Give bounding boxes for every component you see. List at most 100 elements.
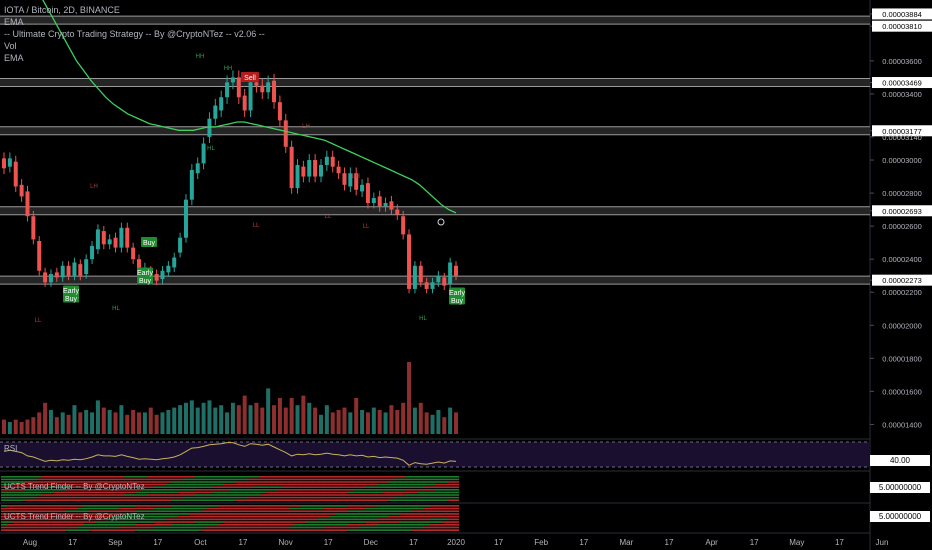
rsi-label[interactable]: RSI [4,444,18,453]
trend-cell [200,486,207,488]
trend-cell [241,489,248,491]
trend-cell [317,523,325,526]
trend-cell [241,510,248,513]
trend-cell [36,481,43,483]
trend-cell [441,478,448,481]
trend-cell [147,476,154,478]
trend-cell [400,526,407,529]
pivot-label: HH [224,66,233,72]
trend-cell [300,529,307,531]
trend-cell [94,494,102,496]
trend-cell [6,499,14,501]
candle-body [412,265,417,289]
trend-cell [276,518,284,521]
trend-cell [71,526,78,529]
price-axis[interactable]: 0.000038840.000038100.000036000.00003469… [870,8,932,429]
trend-cell [265,486,272,488]
trend-cell [30,515,37,518]
trend-cell [100,491,107,494]
trend-cell [47,489,55,491]
trend-cell [188,499,196,501]
trend-cell [182,513,190,515]
trend-cell [441,491,448,494]
trend-cell [171,526,178,529]
trend-cell [447,529,454,531]
trend-cell [435,491,442,494]
price-tick-label: 0.00003810 [882,22,922,31]
trend-cell [218,513,225,515]
trend-cell [6,491,14,494]
candle-body [43,272,48,283]
trend-cell [59,521,66,523]
trend-cell [271,489,278,491]
trend-cell [141,499,149,501]
trend-finder-label-1[interactable]: UCTS Trend Finder -- By @CryptoNTez [4,482,145,491]
volume-bar [101,407,106,434]
trend-cell [382,521,389,523]
trend-cell [229,489,237,491]
candle-body [307,160,312,177]
trend-cell [364,513,372,515]
trend-cell [1,523,8,526]
trend-cell [394,496,401,499]
trend-cell [347,496,354,499]
trend-cell [212,476,219,478]
trend-cell [382,518,389,521]
trend-cell [359,499,366,501]
trend-cell [423,518,430,521]
trend-cell [171,481,178,483]
trend-cell [235,486,243,488]
trend-cell [24,515,31,518]
trend-cell [12,526,19,529]
trend-cell [112,518,119,521]
trend-cell [417,513,424,515]
trend-cell [12,523,19,526]
trend-cell [312,481,319,483]
level-band-3 [0,206,870,215]
time-axis[interactable]: Aug 17 Sep 17 Oct 17 Nov 17 Dec 17 2020 17 Feb 17 Mar 1… [23,538,889,547]
trend-cell [42,483,49,486]
trend-cell [18,529,25,531]
trend-cell [194,510,201,513]
trend-cell [429,499,436,501]
trend-cell [394,526,401,529]
trend-cell [89,483,96,486]
candle-body [207,118,212,137]
trend-cell [212,529,219,531]
symbol-title[interactable]: IOTA / Bitcoin, 2D, BINANCE [4,5,120,15]
trend-cell [253,521,260,523]
trend-cell [335,478,342,481]
trend-cell [182,486,190,488]
trend-cell [130,499,137,501]
study-label-ema-2[interactable]: EMA [4,53,24,63]
trend-finder-label-2[interactable]: UCTS Trend Finder -- By @CryptoNTez [4,512,145,521]
trend-cell [153,507,160,510]
time-tick-label: Dec [364,538,378,547]
trend-cell [24,513,31,515]
trend-cell [229,486,237,488]
trend-cell [271,483,278,486]
trend-cell [247,494,254,496]
study-label-vol[interactable]: Vol [4,41,17,51]
study-label-strategy[interactable]: -- Ultimate Crypto Trading Strategy -- B… [4,29,265,39]
volume-bar [295,405,300,434]
trend-cell [6,478,14,481]
trend-cell [30,526,37,529]
trend-cell [294,476,301,478]
trend-cell [147,494,154,496]
trend-cell [118,505,125,507]
trend-cell [259,496,266,499]
volume-bar [213,407,218,434]
trend-cell [441,510,448,513]
candle-body [324,156,329,165]
study-label-ema-1[interactable]: EMA [4,17,24,27]
trend-cell [83,513,90,515]
trend-cell [253,499,260,501]
trend-cell [77,491,84,494]
trend-cell [364,489,372,491]
candle-body [301,166,306,177]
trend-cell [288,489,295,491]
trend-cell [124,523,131,526]
trend-cell [42,515,49,518]
